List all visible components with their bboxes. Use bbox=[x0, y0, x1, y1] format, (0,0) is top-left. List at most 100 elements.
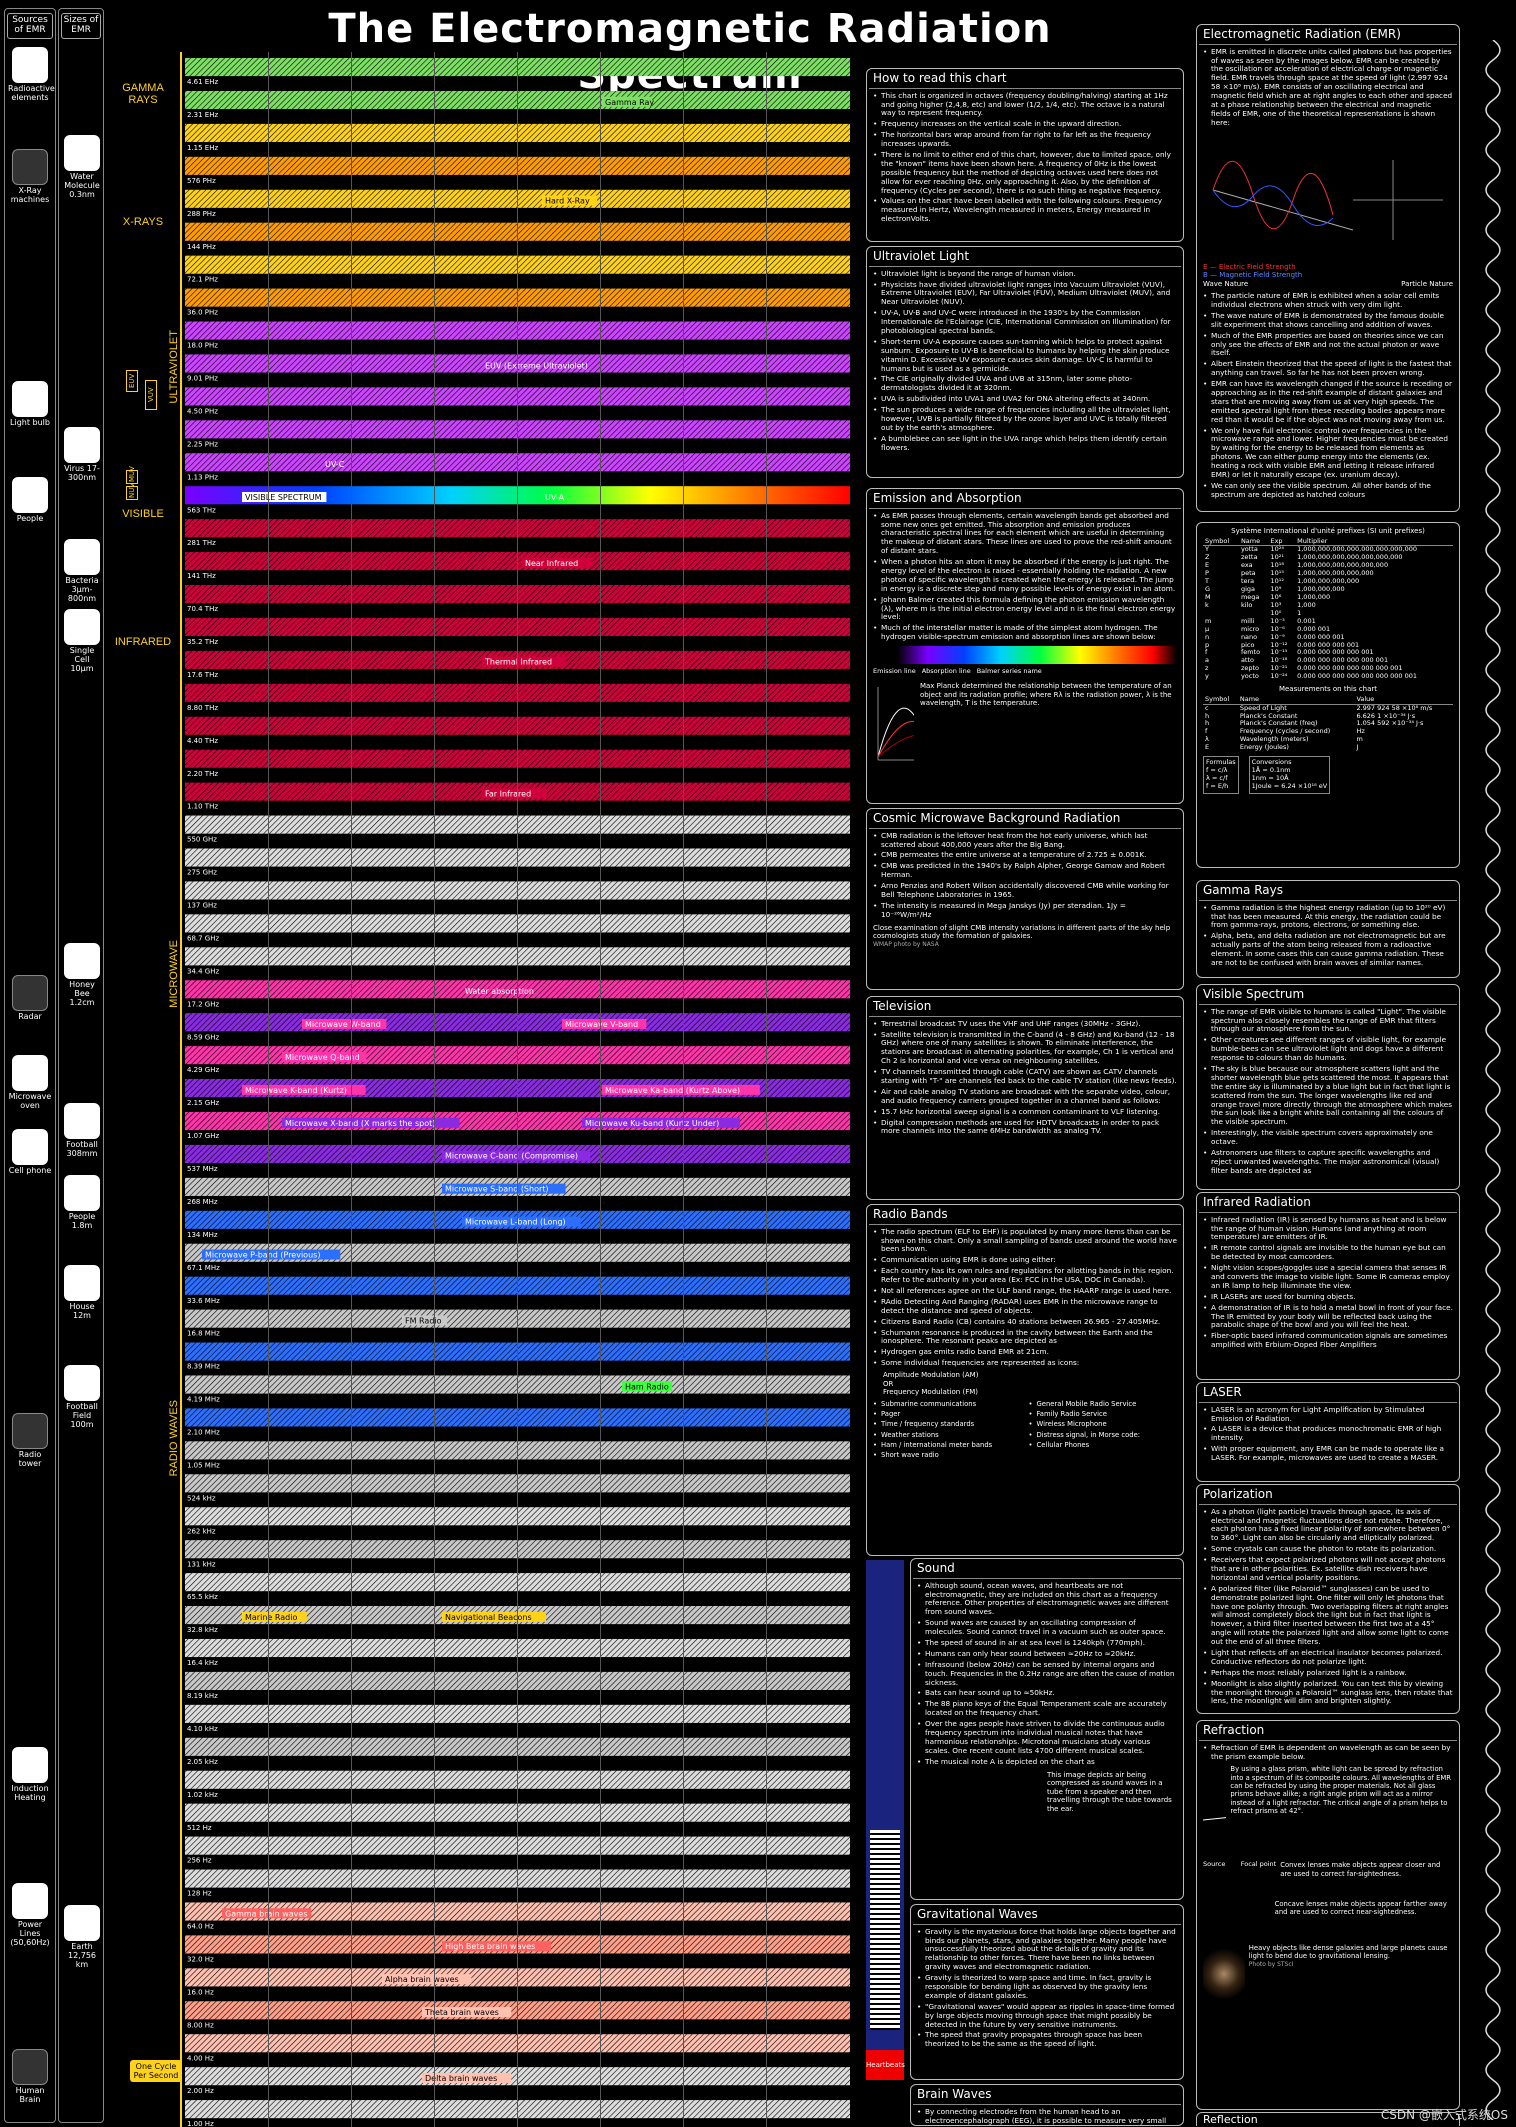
balmer-label: Balmer series name bbox=[976, 667, 1042, 676]
frequency-label: 67.1 MHz bbox=[187, 1264, 220, 1272]
table-cell: Wavelength (meters) bbox=[1239, 735, 1309, 744]
list-item: 15.7 kHz horizontal sweep signal is a co… bbox=[873, 1107, 1177, 1117]
table-cell: 0.000 000 001 bbox=[1297, 632, 1345, 641]
band-text-bg bbox=[422, 2007, 512, 2018]
one-cycle-axis bbox=[180, 52, 182, 2127]
band-label-xray: X-RAYS bbox=[122, 216, 164, 228]
list-item: The speed that gravity propagates throug… bbox=[917, 2031, 1177, 2049]
frequency-label: 4.61 EHz bbox=[187, 78, 218, 86]
table-cell: 0.000 000 000 000 001 bbox=[1297, 648, 1374, 657]
conversion: 1nm = 10Å bbox=[1251, 773, 1289, 782]
source-label: Radio tower bbox=[18, 1450, 42, 1468]
uv-list: Ultraviolet light is beyond the range of… bbox=[873, 269, 1177, 453]
band-text-uva: UV-A bbox=[545, 493, 565, 502]
list-item: Albert Einstein theorized that the speed… bbox=[1203, 359, 1453, 378]
focal-label: Focal point bbox=[1240, 1860, 1277, 1869]
frequency-label: 512 Hz bbox=[187, 1824, 212, 1832]
band-text-mw-cband: Microwave C-band (Compromise) bbox=[445, 1152, 578, 1161]
molecule-icon bbox=[64, 135, 100, 171]
band-text-mw-kaband: Microwave Ka-band (Kurtz Above) bbox=[605, 1086, 740, 1095]
source-label: Radioactive elements bbox=[8, 84, 55, 102]
cmb-caption: Close examination of slight CMB intensit… bbox=[873, 923, 1171, 941]
virus-icon bbox=[64, 427, 100, 463]
frequency-label: 1.15 EHz bbox=[187, 144, 218, 152]
meas-title: Measurements on this chart bbox=[1278, 685, 1378, 694]
frequency-label: 36.0 PHz bbox=[187, 309, 218, 317]
table-row: c Speed of Light 2.997 924 58 ×10⁸ m/s bbox=[1203, 704, 1453, 712]
table-cell: 1,000,000,000,000,000,000,000,000 bbox=[1297, 545, 1418, 554]
panel-reflection: Reflection bbox=[1196, 2112, 1460, 2126]
source-label: Microwave oven bbox=[8, 1092, 52, 1110]
panel-title: Infrared Radiation bbox=[1199, 1195, 1457, 1213]
panel-polarization: Polarization As a photon (light particle… bbox=[1196, 1484, 1460, 1714]
table-cell: h bbox=[1205, 711, 1210, 720]
meas-header: Symbol bbox=[1203, 695, 1238, 705]
e-field-label: E — Electric Field Strength bbox=[1203, 262, 1296, 271]
source-label: Radar bbox=[18, 1012, 42, 1021]
list-item: Satellite television is transmitted in t… bbox=[873, 1030, 1177, 1067]
frequency-label: 144 PHz bbox=[187, 243, 216, 251]
list-item: Weather stations bbox=[873, 1431, 1022, 1440]
panel-title: Ultraviolet Light bbox=[869, 249, 1181, 267]
emr-wave-diagram bbox=[1212, 159, 1443, 240]
grav-lens-text: Heavy objects like dense galaxies and la… bbox=[1248, 1943, 1448, 1961]
list-item: Pager bbox=[873, 1410, 1022, 1419]
convex-text: Convex lenses make objects appear closer… bbox=[1280, 1861, 1441, 1878]
list-item: "Gravitational waves" would appear as ri… bbox=[917, 2002, 1177, 2030]
table-cell: c bbox=[1205, 703, 1209, 712]
size-item: Water Molecule 0.3nm bbox=[62, 135, 102, 199]
band-text-bg bbox=[442, 1150, 591, 1161]
meas-header-row: Symbol Name Value bbox=[1203, 695, 1453, 705]
list-item: Sound waves are caused by an oscillating… bbox=[917, 1618, 1177, 1637]
frequency-label: 131 kHz bbox=[187, 1560, 216, 1568]
si-header: Name bbox=[1238, 537, 1269, 547]
grid-line bbox=[683, 52, 684, 2127]
bee-icon bbox=[64, 943, 100, 979]
radar-icon bbox=[12, 975, 48, 1011]
photo-credit: Photo by STScI bbox=[1248, 1960, 1294, 1968]
band-text-bg bbox=[302, 1018, 387, 1029]
band-text-aero-beacons: Navigational Beacons bbox=[445, 1613, 532, 1622]
prism-text: By using a glass prism, white light can … bbox=[1230, 1765, 1452, 1815]
list-item: With proper equipment, any EMR can be ma… bbox=[1203, 1444, 1453, 1463]
table-cell: Hz bbox=[1356, 727, 1365, 736]
infrared-list: Infrared radiation (IR) is sensed by hum… bbox=[1203, 1215, 1453, 1350]
list-item: Terrestrial broadcast TV uses the VHF an… bbox=[873, 1019, 1177, 1029]
frequency-label: 2.31 EHz bbox=[187, 111, 218, 119]
table-row: y yocto 10⁻²⁴ 0.000 000 000 000 000 000 000… bbox=[1203, 672, 1453, 681]
source-item: X-Ray machines bbox=[8, 149, 52, 205]
table-cell: mega bbox=[1240, 592, 1260, 601]
band-text-mw-lband: Microwave L-band (Long) bbox=[465, 1218, 566, 1227]
conversions-title: Conversions bbox=[1251, 758, 1292, 767]
panel-title: Visible Spectrum bbox=[1199, 987, 1457, 1005]
frequency-label: 1.05 MHz bbox=[187, 1461, 220, 1469]
list-item: Alpha, beta, and delta radiation are not… bbox=[1203, 931, 1453, 968]
band-label-gamma: GAMMA RAYS bbox=[122, 82, 164, 106]
b-field-label: B — Magnetic Field Strength bbox=[1203, 271, 1303, 280]
band-text-mw-qband: Microwave Q-band bbox=[285, 1053, 360, 1062]
xray-icon bbox=[12, 149, 48, 185]
size-item: Football Field 100m bbox=[62, 1365, 102, 1429]
list-item: The horizontal bars wrap around from far… bbox=[873, 130, 1177, 149]
induction-icon bbox=[12, 1747, 48, 1783]
si-header: Symbol bbox=[1203, 537, 1239, 547]
table-cell: 10⁻²¹ bbox=[1270, 664, 1288, 673]
list-item: TV channels transmitted through cable (C… bbox=[873, 1067, 1177, 1086]
list-item: Bats can hear sound up to ≈50kHz. bbox=[917, 1689, 1177, 1699]
list-item: IR remote control signals are invisible … bbox=[1203, 1243, 1453, 1262]
emission-line-label: Emission line bbox=[873, 667, 916, 676]
frequency-label: 8.59 GHz bbox=[187, 1033, 219, 1041]
frequency-label: 4.10 kHz bbox=[187, 1725, 218, 1733]
table-row: 10⁰ 1 bbox=[1203, 608, 1453, 618]
table-cell: zepto bbox=[1240, 664, 1259, 673]
heartbeats-label: Heartbeats bbox=[866, 2050, 905, 2080]
source-item: Induction Heating bbox=[8, 1747, 52, 1803]
table-cell: 10⁰ bbox=[1270, 608, 1282, 617]
size-item: Honey Bee 1.2cm bbox=[62, 943, 102, 1007]
source-label: Power Lines (50,60Hz) bbox=[10, 1920, 50, 1947]
frequency-label: 72.1 PHz bbox=[187, 276, 218, 284]
wave-nature-label: Wave Nature bbox=[1203, 279, 1249, 288]
